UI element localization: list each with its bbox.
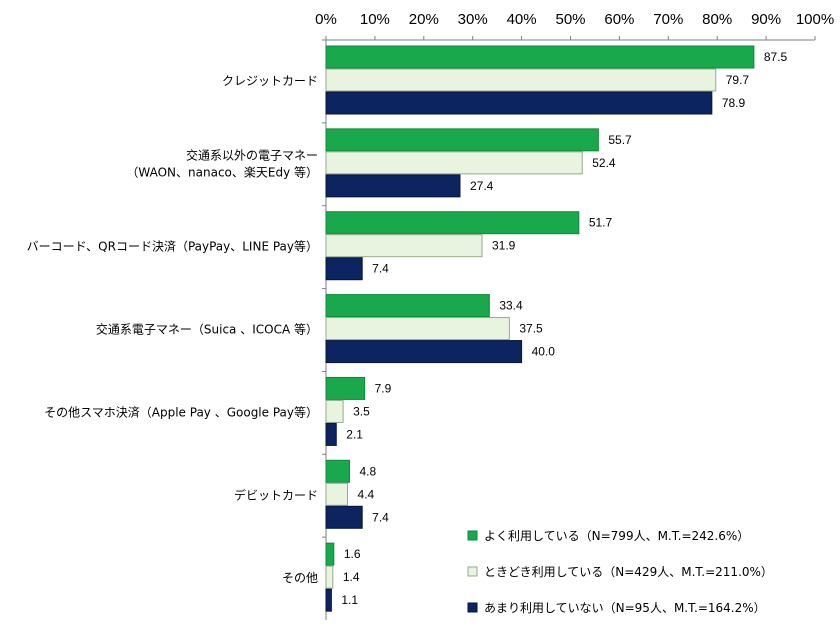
legend-swatch bbox=[467, 530, 478, 541]
bar bbox=[325, 588, 332, 612]
bar-value-label: 3.5 bbox=[353, 404, 370, 418]
x-tick-label: 100% bbox=[796, 11, 834, 28]
x-tick-label: 70% bbox=[653, 11, 683, 28]
bar bbox=[325, 459, 350, 483]
x-tick-label: 90% bbox=[751, 11, 781, 28]
category-label: 交通系電子マネー（Suica 、ICOCA 等） bbox=[96, 322, 318, 337]
bar-value-label: 31.9 bbox=[492, 239, 516, 253]
legend-swatch bbox=[467, 602, 478, 613]
category-label: その他スマホ決済（Apple Pay 、Google Pay等） bbox=[44, 404, 318, 419]
bar bbox=[325, 211, 580, 235]
bar-value-label: 4.4 bbox=[358, 487, 375, 501]
bar bbox=[325, 482, 349, 506]
x-tick-label: 40% bbox=[507, 11, 537, 28]
bar-value-label: 87.5 bbox=[764, 50, 788, 64]
bar bbox=[325, 68, 717, 92]
bar bbox=[325, 565, 334, 589]
bar-value-label: 27.4 bbox=[470, 179, 494, 193]
bar-value-label: 7.9 bbox=[375, 381, 392, 395]
bar-value-label: 37.5 bbox=[519, 322, 543, 336]
bar bbox=[325, 257, 363, 281]
bar-value-label: 1.1 bbox=[341, 593, 358, 607]
bar-value-label: 40.0 bbox=[532, 345, 556, 359]
bar bbox=[325, 542, 335, 566]
x-tick-label: 60% bbox=[604, 11, 634, 28]
x-tick-label: 20% bbox=[409, 11, 439, 28]
category-label: バーコード、QRコード決済（PayPay、LINE Pay等） bbox=[27, 239, 318, 254]
bar-value-label: 79.7 bbox=[726, 73, 750, 87]
bar bbox=[325, 422, 337, 446]
bar-value-label: 1.6 bbox=[344, 547, 361, 561]
category-label: その他 bbox=[282, 571, 318, 585]
bar bbox=[325, 317, 510, 341]
category-label: クレジットカード bbox=[222, 74, 318, 88]
bar bbox=[325, 45, 755, 69]
bar bbox=[325, 151, 583, 175]
bar-value-label: 4.8 bbox=[359, 464, 376, 478]
bar-value-label: 1.4 bbox=[343, 570, 360, 584]
bar bbox=[325, 234, 483, 258]
bar-value-label: 55.7 bbox=[608, 133, 632, 147]
bar bbox=[325, 399, 344, 423]
bar-value-label: 2.1 bbox=[346, 427, 363, 441]
legend-label: よく利用している（N=799人、M.T.=242.6%） bbox=[484, 529, 749, 543]
bar bbox=[325, 505, 363, 529]
legend-label: ときどき利用している（N=429人、M.T.=211.0%） bbox=[484, 565, 773, 579]
x-tick-label: 50% bbox=[555, 11, 585, 28]
bar-value-label: 33.4 bbox=[499, 299, 523, 313]
category-label: 交通系以外の電子マネー bbox=[186, 147, 318, 162]
x-tick-label: 30% bbox=[458, 11, 488, 28]
bar-value-label: 7.4 bbox=[372, 510, 389, 524]
bar bbox=[325, 91, 713, 115]
bar bbox=[325, 128, 599, 152]
bar bbox=[325, 174, 461, 198]
bar bbox=[325, 340, 523, 364]
category-label: デビットカード bbox=[234, 487, 318, 502]
category-label: （WAON、nanaco、楽天Edy 等） bbox=[126, 165, 318, 179]
bar-value-label: 51.7 bbox=[589, 216, 613, 230]
x-tick-label: 0% bbox=[315, 11, 337, 28]
bar bbox=[325, 294, 490, 318]
legend-label: あまり利用していない（N=95人、M.T.=164.2%） bbox=[484, 601, 766, 615]
bar bbox=[325, 376, 366, 400]
x-tick-label: 80% bbox=[702, 11, 732, 28]
x-tick-label: 10% bbox=[360, 11, 390, 28]
bar-value-label: 7.4 bbox=[372, 262, 389, 276]
bar-value-label: 52.4 bbox=[592, 156, 616, 170]
legend-swatch bbox=[467, 566, 478, 577]
bar-value-label: 78.9 bbox=[722, 96, 746, 110]
